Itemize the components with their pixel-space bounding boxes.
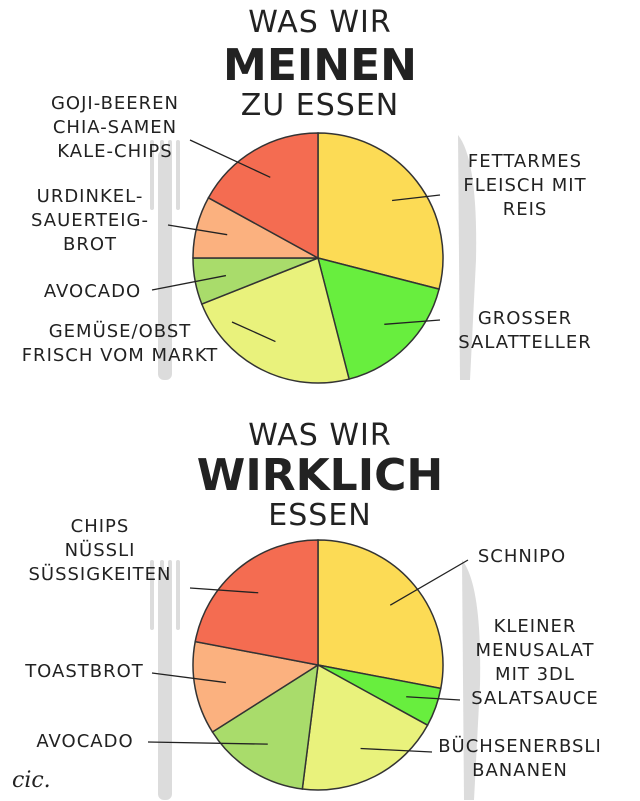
signature: cic. [12,768,51,793]
leader-line [189,139,271,178]
leader-line [151,274,227,291]
leader-line [189,587,259,594]
slice-label: CHIPS NÜSSLI SÜSSIGKEITEN [28,516,172,585]
chart-title: WAS WIR [248,418,392,453]
leader-line [406,696,461,701]
pie-slice [207,132,319,260]
slice-label: FETTARMES FLEISCH MIT REIS [463,151,587,220]
pie-slice [317,132,444,290]
slice-label: KLEINER MENUSALAT MIT 3DL SALATSAUCE [471,616,599,709]
pie-slice [301,663,429,791]
leader-line [384,319,441,325]
slice-label: GEMÜSE/OBST FRISCH VOM MARKT [21,321,219,366]
leader-line [360,747,433,753]
slice-label: GOJI-BEEREN CHIA-SAMEN KALE-CHIPS [50,93,180,162]
slice-label: URDINKEL- SAUERTEIG- BROT [31,186,149,255]
slice-label: SCHNIPO [477,546,567,567]
leader-line [231,321,276,343]
chart-title: ZU ESSEN [240,88,400,123]
pie-slice [200,256,350,384]
slice-label: AVOCADO [43,281,142,302]
chart-title: WIRKLICH [196,450,444,501]
leader-line [392,194,441,202]
leader-line [147,741,268,745]
leader-line [389,559,469,606]
slice-label: BÜCHSENERBSLI BANANEN [438,736,602,781]
pie-slice [316,256,440,380]
pie-slice [317,539,444,690]
leader-line [151,672,226,684]
chart-title: MEINEN [223,40,417,91]
slice-label: AVOCADO [36,731,134,752]
pie-slice [192,640,321,734]
chart-title: WAS WIR [248,5,392,40]
slice-label: GROSSER SALATTELLER [458,308,592,353]
slice-label: TOASTBROT [25,661,144,682]
leader-line [167,224,228,236]
pie-slice [194,539,319,666]
chart-title: ESSEN [268,498,372,533]
pie-slice [211,663,319,790]
